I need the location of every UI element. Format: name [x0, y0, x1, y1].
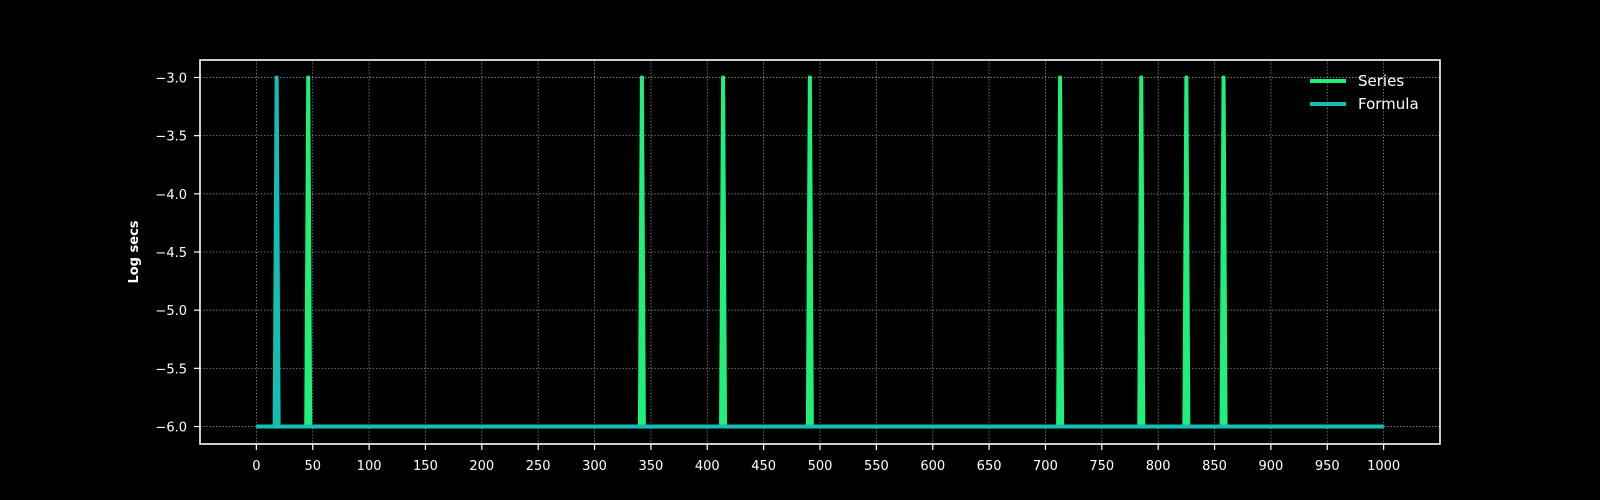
y-tick-label: −4.5 — [155, 246, 187, 261]
x-tick-label: 300 — [582, 459, 607, 474]
series-line-formula — [256, 75, 1384, 429]
x-tick-label: 350 — [638, 459, 663, 474]
x-tick-label: 400 — [695, 459, 720, 474]
x-tick-label: 150 — [413, 459, 438, 474]
x-tick-label: 650 — [977, 459, 1002, 474]
x-tick-label: 50 — [304, 459, 321, 474]
y-tick-label: −6.0 — [155, 421, 187, 436]
x-tick-label: 450 — [751, 459, 776, 474]
x-tick-label: 750 — [1089, 459, 1114, 474]
y-tick-label: −3.0 — [155, 71, 187, 86]
y-axis-label: Log secs — [127, 220, 142, 283]
grid — [200, 60, 1440, 444]
x-tick-label: 850 — [1202, 459, 1227, 474]
x-tick-label: 900 — [1258, 459, 1283, 474]
x-tick-label: 550 — [864, 459, 889, 474]
x-tick-label: 1000 — [1367, 459, 1400, 474]
x-tick-label: 100 — [357, 459, 382, 474]
x-tick-label: 950 — [1315, 459, 1340, 474]
x-tick-label: 0 — [252, 459, 260, 474]
x-tick-label: 700 — [1033, 459, 1058, 474]
x-tick-label: 200 — [469, 459, 494, 474]
y-tick-label: −3.5 — [155, 130, 187, 145]
x-tick-label: 250 — [526, 459, 551, 474]
legend-label-formula: Formula — [1358, 95, 1419, 113]
legend: Series Formula — [1310, 72, 1419, 113]
legend-label-series: Series — [1358, 72, 1404, 90]
y-tick-label: −4.0 — [155, 188, 187, 203]
y-tick-label: −5.5 — [155, 362, 187, 377]
ticks: 0 50 100 150 200 250 300 350 400 450 500 550 600 650 7… — [155, 71, 1400, 474]
y-tick-label: −5.0 — [155, 304, 187, 319]
x-tick-label: 500 — [808, 459, 833, 474]
series-layer — [256, 75, 1384, 429]
x-tick-label: 800 — [1146, 459, 1171, 474]
x-tick-label: 600 — [920, 459, 945, 474]
